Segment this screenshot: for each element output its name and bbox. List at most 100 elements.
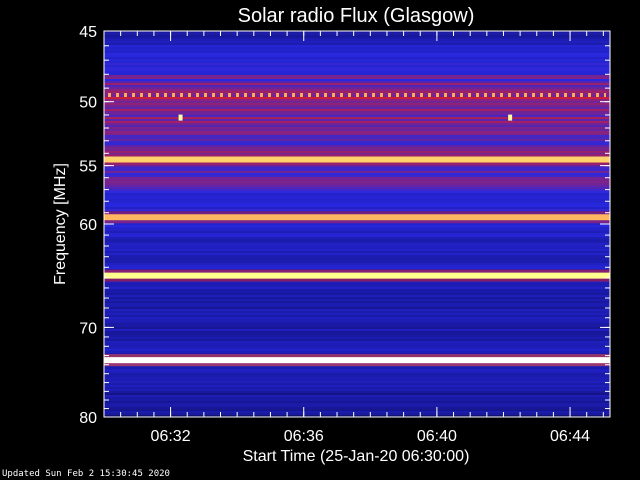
spectrogram-row <box>104 413 610 415</box>
emission-band-4 <box>104 357 610 364</box>
spectrogram-row <box>104 205 610 207</box>
spectrogram-row <box>104 189 610 191</box>
spectrogram-row <box>104 209 610 211</box>
emission-band-2 <box>104 214 610 221</box>
spectrogram-row <box>104 295 610 297</box>
spectrogram-row <box>104 79 610 81</box>
spectrogram-row <box>104 41 610 43</box>
spectrogram-row <box>104 297 610 299</box>
spectrogram-row <box>104 409 610 411</box>
y-tick-label: 70 <box>79 320 97 337</box>
spectrogram-row <box>104 91 610 93</box>
spectrogram-row <box>104 407 610 409</box>
spectrogram-row <box>104 259 610 261</box>
y-tick-label: 80 <box>79 410 97 427</box>
spectrogram-row <box>104 97 610 99</box>
spectrogram-row <box>104 131 610 133</box>
spectrogram-row <box>104 243 610 245</box>
spectrogram-row <box>104 175 610 177</box>
spectrogram-row <box>104 165 610 167</box>
spectrogram-row <box>104 267 610 269</box>
x-tick-label: 06:36 <box>284 428 324 445</box>
spectrogram-row <box>104 353 610 355</box>
spectrogram-row <box>104 49 610 51</box>
spectrogram-row <box>104 245 610 247</box>
spectrogram-row <box>104 77 610 79</box>
spectrogram-row <box>104 105 610 107</box>
y-axis-label: Frequency [MHz] <box>52 163 69 285</box>
x-axis: 06:32 06:36 06:40 06:44 <box>103 31 604 445</box>
spectrogram-row <box>104 185 610 187</box>
spectrogram-row <box>104 129 610 131</box>
spectrogram-row <box>104 401 610 403</box>
spectrogram-row <box>104 301 610 303</box>
spectrogram-row <box>104 263 610 265</box>
spectrogram-row <box>104 67 610 69</box>
spectrogram-row <box>104 145 610 147</box>
spectrogram-row <box>104 43 610 45</box>
spectrogram-row <box>104 309 610 311</box>
spectrogram-row <box>104 57 610 59</box>
spectrogram-row <box>104 63 610 65</box>
spectrogram-row <box>104 415 610 417</box>
spectrogram-row <box>104 101 610 103</box>
spectrogram-row <box>104 203 610 205</box>
spectrogram-row <box>104 51 610 53</box>
spectrogram-row <box>104 45 610 47</box>
spectrogram-row <box>104 147 610 149</box>
spectrogram-row <box>104 103 610 105</box>
spectrogram-row <box>104 381 610 383</box>
spectrogram-row <box>104 87 610 89</box>
spectrogram-row <box>104 111 610 113</box>
spectrogram-row <box>104 115 610 117</box>
spectrogram-row <box>104 143 610 145</box>
spectrogram-row <box>104 121 610 123</box>
spectrogram-row <box>104 33 610 35</box>
spectrogram-row <box>104 117 610 119</box>
spectrogram-row <box>104 83 610 85</box>
spectrogram-row <box>104 167 610 169</box>
spectrogram-row <box>104 403 610 405</box>
spectrogram-row <box>104 73 610 75</box>
spectrogram-row <box>104 335 610 337</box>
burst-marker-1 <box>508 114 513 121</box>
spectrogram-row <box>104 181 610 183</box>
emission-bands <box>104 92 610 367</box>
spectrogram-row <box>104 177 610 179</box>
spectrogram-row <box>104 411 610 413</box>
spectrogram-row <box>104 109 610 111</box>
spectrogram-row <box>104 71 610 73</box>
y-tick-label: 45 <box>79 24 97 41</box>
spectrogram-row <box>104 113 610 115</box>
spectrogram-row <box>104 315 610 317</box>
spectrogram-row <box>104 313 610 315</box>
spectrogram-row <box>104 387 610 389</box>
spectrogram-row <box>104 255 610 257</box>
spectrogram-row <box>104 53 610 55</box>
spectrogram-row <box>104 55 610 57</box>
y-tick-label: 60 <box>79 217 97 234</box>
spectrogram-row <box>104 311 610 313</box>
spectrogram-row <box>104 61 610 63</box>
spectrogram-row <box>104 195 610 197</box>
spectrogram-row <box>104 179 610 181</box>
spectrogram-row <box>104 289 610 291</box>
spectrogram-row <box>104 291 610 293</box>
spectrogram-row <box>104 233 610 235</box>
spectrogram-row <box>104 31 610 33</box>
spectrogram-row <box>104 225 610 227</box>
emission-band-1 <box>104 156 610 163</box>
x-tick-label: 06:40 <box>417 428 457 445</box>
spectrogram-row <box>104 405 610 407</box>
spectrogram-row <box>104 347 610 349</box>
spectrogram-row <box>104 135 610 137</box>
y-axis: 45 50 55 60 70 80 <box>79 24 610 427</box>
spectrogram-row <box>104 125 610 127</box>
spectrogram-row <box>104 397 610 399</box>
spectrogram-row <box>104 171 610 173</box>
spectrogram-row <box>104 371 610 373</box>
spectrogram-row <box>104 81 610 83</box>
spectrogram-row <box>104 173 610 175</box>
spectrogram-row <box>104 379 610 381</box>
spectrogram-row <box>104 227 610 229</box>
